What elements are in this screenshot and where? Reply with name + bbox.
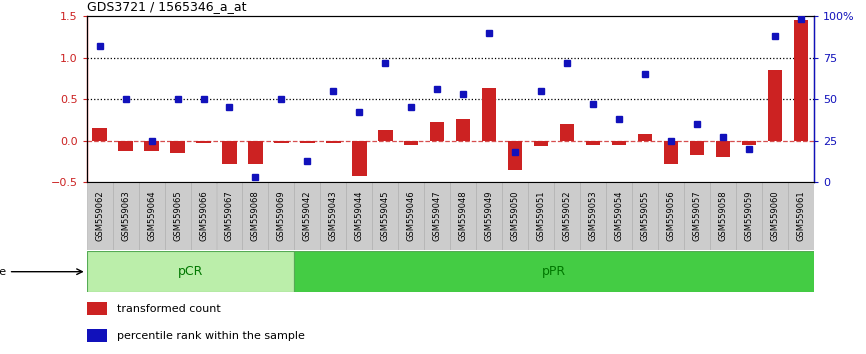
Text: percentile rank within the sample: percentile rank within the sample	[117, 331, 305, 341]
Text: GSM559064: GSM559064	[147, 190, 156, 241]
Bar	[113, 182, 139, 250]
Bar	[378, 130, 392, 141]
Text: pPR: pPR	[542, 265, 566, 278]
Bar	[762, 182, 788, 250]
Bar	[145, 141, 158, 151]
Bar	[268, 182, 294, 250]
Text: GDS3721 / 1565346_a_at: GDS3721 / 1565346_a_at	[87, 0, 246, 13]
Text: GSM559042: GSM559042	[303, 191, 312, 241]
Bar	[716, 141, 730, 157]
Bar	[664, 141, 678, 164]
Bar	[294, 182, 320, 250]
Text: GSM559050: GSM559050	[511, 191, 520, 241]
Bar	[658, 182, 684, 250]
Text: GSM559054: GSM559054	[615, 191, 624, 241]
Bar	[87, 302, 107, 315]
Bar	[275, 141, 288, 143]
Text: GSM559043: GSM559043	[329, 190, 338, 241]
Text: GSM559067: GSM559067	[225, 190, 234, 241]
Text: GSM559055: GSM559055	[641, 191, 650, 241]
Text: GSM559045: GSM559045	[381, 191, 390, 241]
Bar	[191, 182, 216, 250]
Text: transformed count: transformed count	[117, 304, 221, 314]
Bar	[534, 141, 548, 146]
Bar	[346, 182, 372, 250]
Bar	[482, 88, 496, 141]
Bar	[586, 141, 600, 145]
Text: pCR: pCR	[178, 265, 204, 278]
Bar	[294, 251, 814, 292]
Text: GSM559063: GSM559063	[121, 190, 130, 241]
Bar	[87, 182, 113, 250]
Bar	[632, 182, 658, 250]
Bar	[794, 20, 808, 141]
Text: GSM559069: GSM559069	[277, 190, 286, 241]
Bar	[320, 182, 346, 250]
Text: disease state: disease state	[0, 267, 6, 277]
Bar	[450, 182, 476, 250]
Bar	[223, 141, 236, 164]
Bar	[87, 251, 294, 292]
Text: GSM559057: GSM559057	[693, 190, 701, 241]
Bar	[301, 141, 314, 143]
Text: GSM559044: GSM559044	[355, 191, 364, 241]
Text: GSM559059: GSM559059	[745, 191, 753, 241]
Bar	[456, 119, 470, 141]
Bar	[404, 141, 418, 145]
Bar	[165, 182, 191, 250]
Bar	[502, 182, 528, 250]
Bar	[352, 141, 366, 176]
Text: GSM559051: GSM559051	[537, 191, 546, 241]
Text: GSM559048: GSM559048	[459, 190, 468, 241]
Bar	[372, 182, 398, 250]
Bar	[528, 182, 554, 250]
Bar	[768, 70, 782, 141]
Bar	[326, 141, 340, 143]
Text: GSM559061: GSM559061	[797, 190, 805, 241]
Bar	[242, 182, 268, 250]
Bar	[606, 182, 632, 250]
Bar	[139, 182, 165, 250]
Bar	[612, 141, 626, 145]
Bar	[398, 182, 424, 250]
Bar	[424, 182, 450, 250]
Bar	[788, 182, 814, 250]
Text: GSM559052: GSM559052	[563, 191, 572, 241]
Bar	[742, 141, 756, 145]
Text: GSM559068: GSM559068	[251, 190, 260, 241]
Bar	[684, 182, 710, 250]
Bar	[736, 182, 762, 250]
Bar	[216, 182, 242, 250]
Bar	[249, 141, 262, 164]
Text: GSM559047: GSM559047	[433, 190, 442, 241]
Bar	[476, 182, 502, 250]
Text: GSM559062: GSM559062	[95, 190, 104, 241]
Bar	[580, 182, 606, 250]
Text: GSM559056: GSM559056	[667, 190, 675, 241]
Bar	[197, 141, 210, 143]
Bar	[638, 134, 652, 141]
Text: GSM559046: GSM559046	[407, 190, 416, 241]
Bar	[119, 141, 132, 151]
Text: GSM559066: GSM559066	[199, 190, 208, 241]
Bar	[87, 329, 107, 342]
Bar	[554, 182, 580, 250]
Bar	[430, 122, 444, 141]
Text: GSM559058: GSM559058	[719, 190, 727, 241]
Bar	[690, 141, 704, 155]
Bar	[93, 128, 107, 141]
Text: GSM559065: GSM559065	[173, 190, 182, 241]
Text: GSM559060: GSM559060	[771, 190, 779, 241]
Text: GSM559053: GSM559053	[589, 190, 598, 241]
Bar	[171, 141, 184, 153]
Text: GSM559049: GSM559049	[485, 191, 494, 241]
Bar	[710, 182, 736, 250]
Bar	[508, 141, 522, 170]
Bar	[560, 124, 574, 141]
